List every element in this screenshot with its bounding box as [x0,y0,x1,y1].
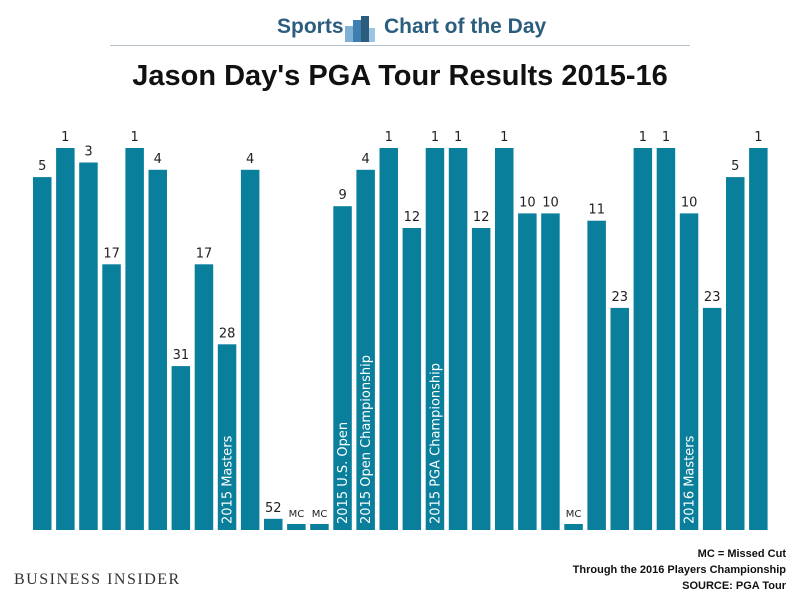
bar [333,206,352,530]
bar-value-label: 1 [385,130,393,145]
bar [679,213,699,530]
bar-value-label: 23 [612,290,629,305]
event-annotation: 2015 Open Championship [359,355,374,524]
bar [541,213,560,530]
event-annotation: 2016 Masters [683,435,698,524]
bar-value-label: 3 [84,145,92,160]
bar [448,148,468,530]
event-annotation: 2015 Masters [221,435,236,524]
footnotes: MC = Missed Cut Through the 2016 Players… [573,546,786,594]
bar [495,148,514,530]
bar [471,228,491,530]
bar-value-label: 31 [173,348,190,363]
bar-value-label: 17 [196,246,213,261]
bar-chart-logo-icon [345,16,375,42]
bar-value-label: 9 [338,188,346,203]
event-annotation: 2015 PGA Championship [429,363,444,524]
bar-value-label: 1 [131,130,139,145]
mc-legend-note: MC = Missed Cut [697,548,786,560]
bar-value-label: 1 [500,130,508,145]
chart-header: Sports Chart of the Day [0,8,800,48]
bar-value-label: 1 [639,130,647,145]
bar [610,307,629,530]
bar [56,148,75,530]
bar-value-label: 5 [731,159,739,174]
feature-label: Chart of the Day [384,15,547,38]
header-divider [110,45,690,46]
bar [264,518,283,530]
bar-value-label: 1 [431,130,439,145]
source-note: SOURCE: PGA Tour [682,580,786,592]
bar [194,264,214,530]
bar [79,162,98,530]
bar-value-label: 11 [588,203,605,218]
bar-value-label: 5 [38,159,46,174]
bar [425,148,445,530]
bar-value-label: 1 [454,130,462,145]
bar-value-label: 10 [519,195,536,210]
bar-value-label: 12 [404,210,421,225]
bar [287,524,306,530]
bar-value-label: 1 [61,130,69,145]
bar [656,148,676,530]
bar [702,307,722,530]
bar [240,169,260,531]
bar [402,228,422,530]
bar [102,264,121,530]
bar [125,148,144,530]
bar [749,148,768,530]
bar-value-label: 10 [681,195,698,210]
bar [148,169,167,531]
bar [171,366,191,530]
event-annotation: 2015 U.S. Open [336,422,351,524]
bar [633,148,653,530]
bar [726,177,745,530]
bar-value-label: 52 [265,501,282,516]
bar-value-label: 1 [754,130,762,145]
bar-value-label: 23 [704,290,721,305]
bar-value-label: 4 [246,152,254,167]
date-range-note: Through the 2016 Players Championship [572,564,786,576]
bar [310,524,329,530]
section-label: Sports [277,15,344,38]
chart-title: Jason Day's PGA Tour Results 2015-16 [132,60,668,92]
bar [356,169,375,531]
bar-value-label: 17 [103,246,120,261]
bar [379,148,398,530]
bar-value-label: 12 [473,210,490,225]
bar [587,220,606,530]
bar-value-label: 10 [542,195,559,210]
bar [518,213,537,530]
bar-value-label: 1 [662,130,670,145]
bar [217,344,237,530]
bar-value-label: 28 [219,326,236,341]
bar-value-label: MC [312,509,328,520]
bar-value-label: 4 [362,152,370,167]
bar-value-label: MC [289,509,305,520]
bar-value-label: MC [566,509,582,520]
brand-logo: BUSINESS INSIDER [14,571,181,588]
bar [564,524,583,530]
bar-value-label: 4 [154,152,162,167]
bar [33,177,52,530]
